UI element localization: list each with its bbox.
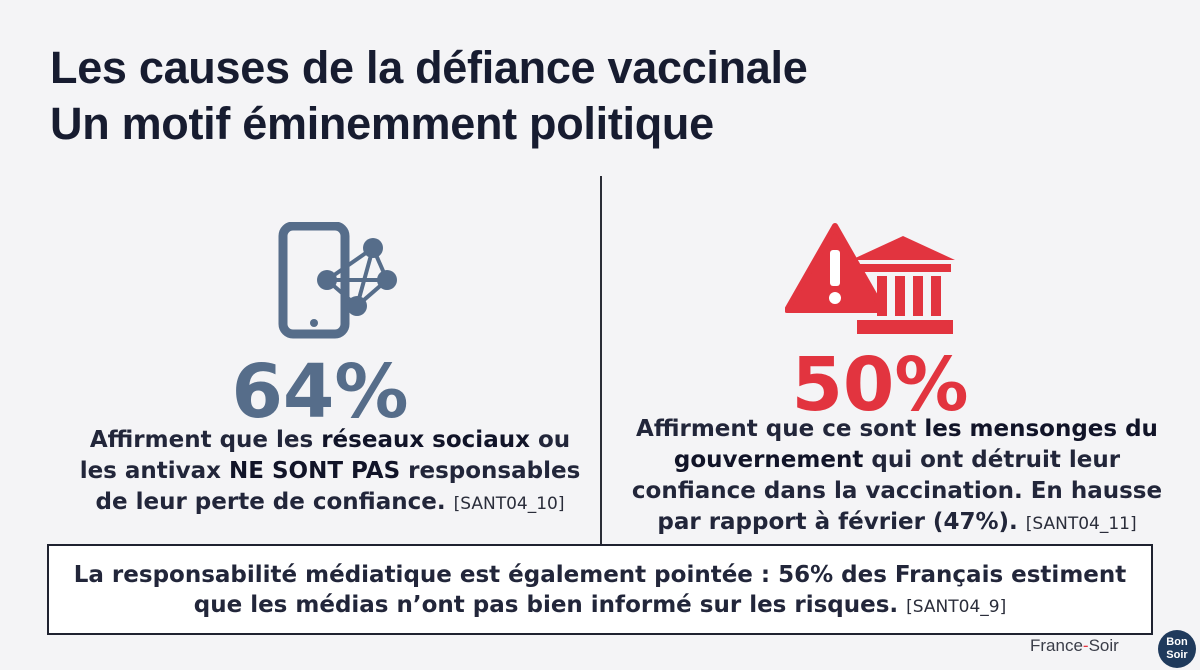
statement-left-text-1: Affirment que les <box>89 427 322 453</box>
statement-left: Affirment que les réseaux sociaux ou les… <box>70 425 590 520</box>
bon-soir-badge: Bon Soir <box>1158 630 1196 668</box>
statement-right-bold-1: les mensonges du gouvernement <box>673 416 1158 473</box>
media-callout-box: La responsabilité médiatique est égaleme… <box>47 544 1153 635</box>
stat-percent-left: 64% <box>231 349 409 435</box>
reference-code-callout: [SANT04_9] <box>906 597 1007 617</box>
callout-text: La responsabilité médiatique est égaleme… <box>73 562 1127 618</box>
statement-left-text-3: responsables de leur perte de confiance. <box>95 458 581 515</box>
france-soir-logo: France-Soir <box>1030 636 1119 655</box>
title-line-1: Les causes de la défiance vaccinale <box>50 42 808 93</box>
statement-left-text-2: ou les antivax <box>79 427 571 484</box>
stat-percent-right: 50% <box>791 342 969 428</box>
reference-code-right: [SANT04_11] <box>1025 514 1137 534</box>
statement-right: Affirment que ce sont les mensonges du g… <box>612 414 1182 540</box>
smartphone-network-icon <box>278 222 397 339</box>
vertical-divider <box>600 176 602 546</box>
reference-code-left: [SANT04_10] <box>453 494 565 514</box>
title-line-2: Un motif éminemment politique <box>50 98 714 149</box>
page-title: Les causes de la défiance vaccinale Un m… <box>50 40 808 152</box>
warning-government-icon <box>785 223 955 334</box>
statement-right-text-1: Affirment que ce sont <box>636 416 925 442</box>
statement-left-bold-2: NE SONT PAS <box>229 458 401 484</box>
statement-left-bold-1: réseaux sociaux <box>321 427 530 453</box>
statement-right-text-2: qui ont détruit leur confiance dans la v… <box>631 447 1163 535</box>
